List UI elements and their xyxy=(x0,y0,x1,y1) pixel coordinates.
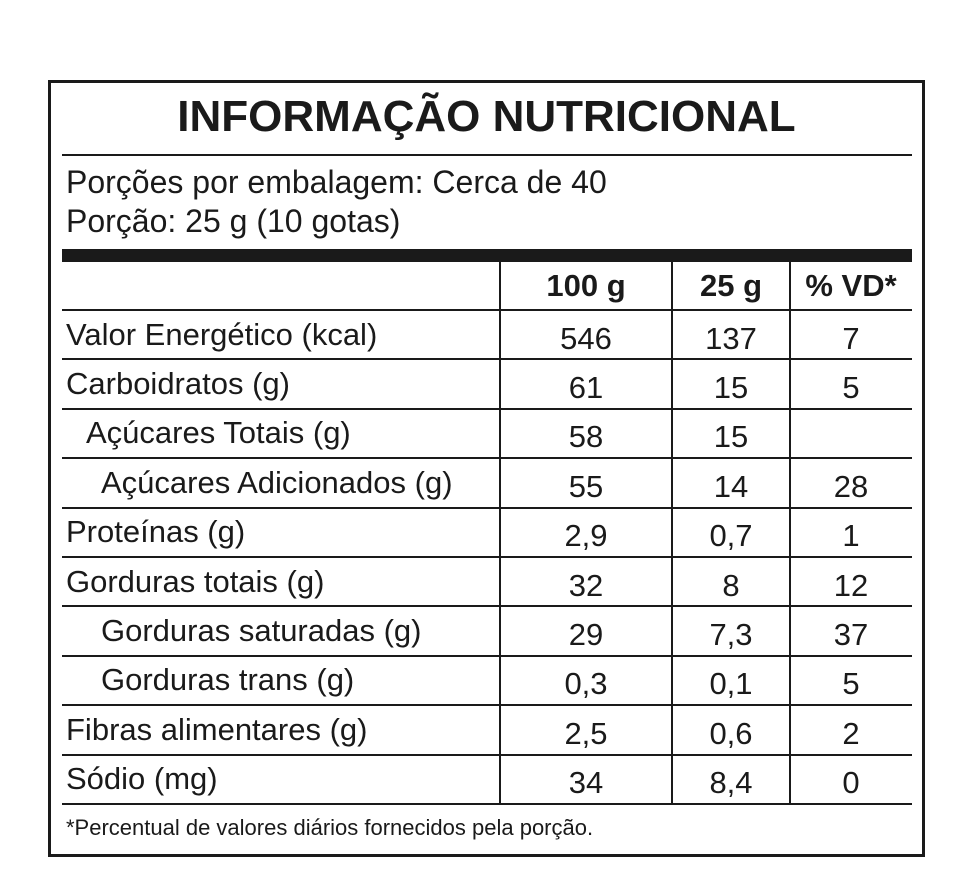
title: INFORMAÇÃO NUTRICIONAL xyxy=(177,92,796,141)
row-divider xyxy=(62,605,912,608)
row-label: Sódio (mg) xyxy=(66,761,218,797)
divider xyxy=(62,154,912,156)
servings: Porções por embalagem: Cerca de 40 xyxy=(66,164,607,200)
row-divider xyxy=(62,506,912,509)
cell-value: 28 xyxy=(833,468,869,504)
row-divider xyxy=(62,556,912,558)
cell-value: 2,9 xyxy=(564,518,608,554)
row-label: Fibras alimentares (g) xyxy=(66,711,368,747)
cell-value: 8 xyxy=(722,567,740,603)
cell-value: 15 xyxy=(713,419,749,455)
cell-value: 2 xyxy=(842,715,860,751)
cell-value: 0,3 xyxy=(564,666,608,702)
row-divider xyxy=(62,753,912,756)
row-label: Valor Energético (kcal) xyxy=(66,316,378,352)
cell-value: 546 xyxy=(560,320,612,356)
cell-value: 2,5 xyxy=(564,715,608,751)
cell-value: 0 xyxy=(842,765,860,801)
row-label: Gorduras saturadas (g) xyxy=(101,613,422,649)
cell-value: 58 xyxy=(568,419,604,455)
cell-value: 0,1 xyxy=(709,666,753,702)
cell-value: 12 xyxy=(833,567,869,603)
cell-value: 34 xyxy=(568,765,604,801)
cell-value: 29 xyxy=(568,617,604,653)
row-divider xyxy=(62,309,912,311)
cell-value: 0,7 xyxy=(709,518,753,554)
row-label: Carboidratos (g) xyxy=(66,366,290,402)
column-divider xyxy=(789,262,791,804)
cell-value: 137 xyxy=(705,320,757,356)
column-header: % VD* xyxy=(805,268,897,303)
column-header: 25 g xyxy=(699,268,763,303)
row-divider xyxy=(62,654,912,657)
row-label: Açúcares Totais (g) xyxy=(86,415,351,451)
row-divider xyxy=(62,457,912,460)
row-divider xyxy=(62,704,912,707)
cell-value: 7,3 xyxy=(709,617,753,653)
cell-value: 37 xyxy=(833,617,869,653)
cell-value: 0,6 xyxy=(709,715,753,751)
thick-divider xyxy=(62,249,912,262)
row-divider xyxy=(62,407,912,410)
cell-value: 1 xyxy=(842,518,860,554)
row-label: Gorduras totais (g) xyxy=(66,563,325,599)
cell-value: 5 xyxy=(842,370,860,406)
cell-value: 14 xyxy=(713,468,749,504)
cell-value: 61 xyxy=(568,370,604,406)
label-border xyxy=(48,80,925,857)
cell-value: 8,4 xyxy=(709,765,753,801)
cell-value: 5 xyxy=(842,666,860,702)
cell-value: 55 xyxy=(568,468,604,504)
column-divider xyxy=(499,262,501,804)
cell-value: 15 xyxy=(713,370,749,406)
column-divider xyxy=(671,262,673,804)
row-divider xyxy=(62,358,912,361)
cell-value: 32 xyxy=(568,567,604,603)
footnote: *Percentual de valores diários fornecido… xyxy=(66,815,594,840)
portion: Porção: 25 g (10 gotas) xyxy=(66,203,401,239)
row-label: Açúcares Adicionados (g) xyxy=(101,464,453,500)
row-label: Proteínas (g) xyxy=(66,514,246,550)
column-header: 100 g xyxy=(546,268,626,303)
row-label: Gorduras trans (g) xyxy=(101,662,355,698)
row-divider xyxy=(62,803,912,805)
cell-value: 7 xyxy=(842,320,860,356)
